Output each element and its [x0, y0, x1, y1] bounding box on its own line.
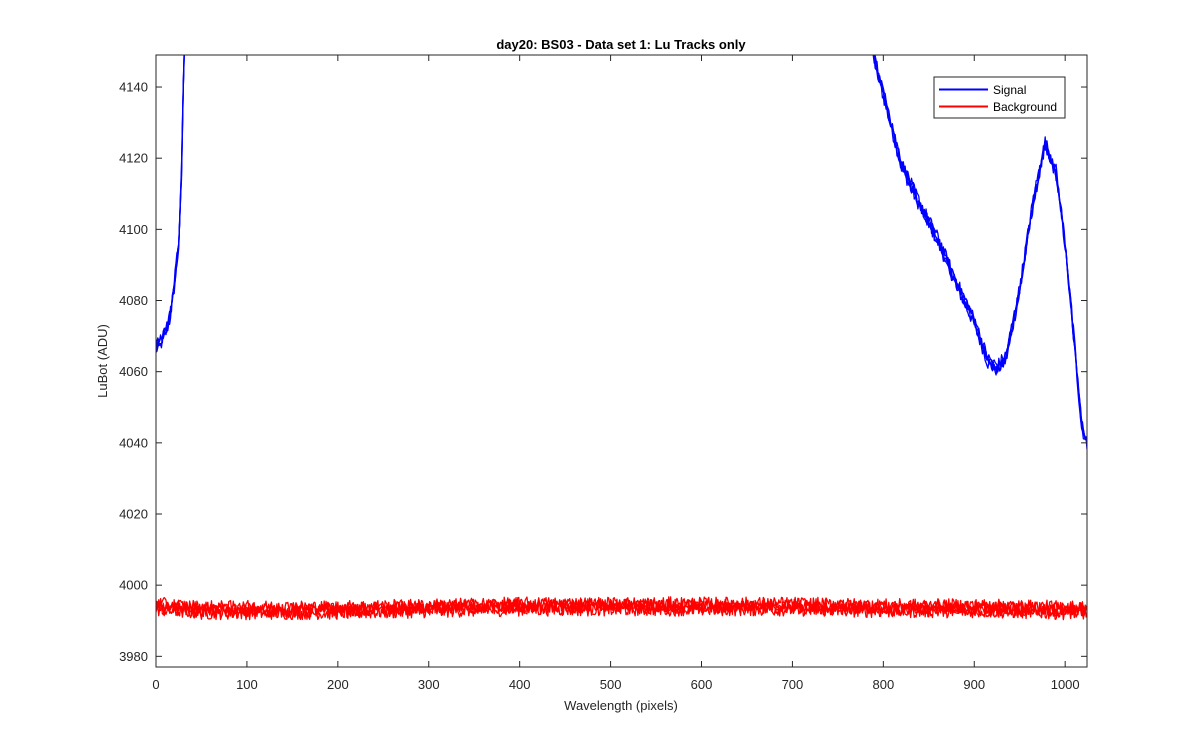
- plot-frame: [155, 54, 1088, 668]
- x-tick-label: 0: [152, 677, 159, 692]
- x-tick-label: 600: [691, 677, 713, 692]
- chart-title: day20: BS03 - Data set 1: Lu Tracks only: [496, 37, 746, 52]
- y-tick-label: 4140: [119, 80, 148, 95]
- y-tick-label: 4120: [119, 151, 148, 166]
- x-tick-label: 1000: [1051, 677, 1080, 692]
- y-axis-label: LuBot (ADU): [95, 324, 110, 398]
- axis-ticks: 0 100 200 300 400 500 600 700 800 900 1000 3980 4000…: [119, 55, 1087, 692]
- legend-box: [933, 76, 1066, 119]
- x-axis-label: Wavelength (pixels): [564, 698, 678, 713]
- x-tick-label: 900: [963, 677, 985, 692]
- x-tick-label: 300: [418, 677, 440, 692]
- x-tick-label: 800: [872, 677, 894, 692]
- legend-background-label: Background: [993, 100, 1057, 114]
- y-tick-label: 4060: [119, 364, 148, 379]
- background-line: [156, 596, 1087, 614]
- plot-area: 0 100 200 300 400 500 600 700 800 900 1000 3980 4000…: [119, 54, 1088, 692]
- signal-line: [156, 55, 1087, 439]
- x-tick-label: 100: [236, 677, 258, 692]
- y-tick-label: 3980: [119, 649, 148, 664]
- y-tick-label: 4020: [119, 507, 148, 522]
- series-group: [156, 55, 1087, 621]
- x-tick-label: 400: [509, 677, 531, 692]
- y-tick-label: 4080: [119, 293, 148, 308]
- legend-signal-label: Signal: [993, 83, 1026, 97]
- x-tick-label: 700: [782, 677, 804, 692]
- y-tick-label: 4100: [119, 222, 148, 237]
- x-tick-label: 500: [600, 677, 622, 692]
- y-tick-label: 4000: [119, 578, 148, 593]
- x-tick-label: 200: [327, 677, 349, 692]
- y-tick-label: 4040: [119, 435, 148, 450]
- legend: Signal Background: [933, 76, 1066, 119]
